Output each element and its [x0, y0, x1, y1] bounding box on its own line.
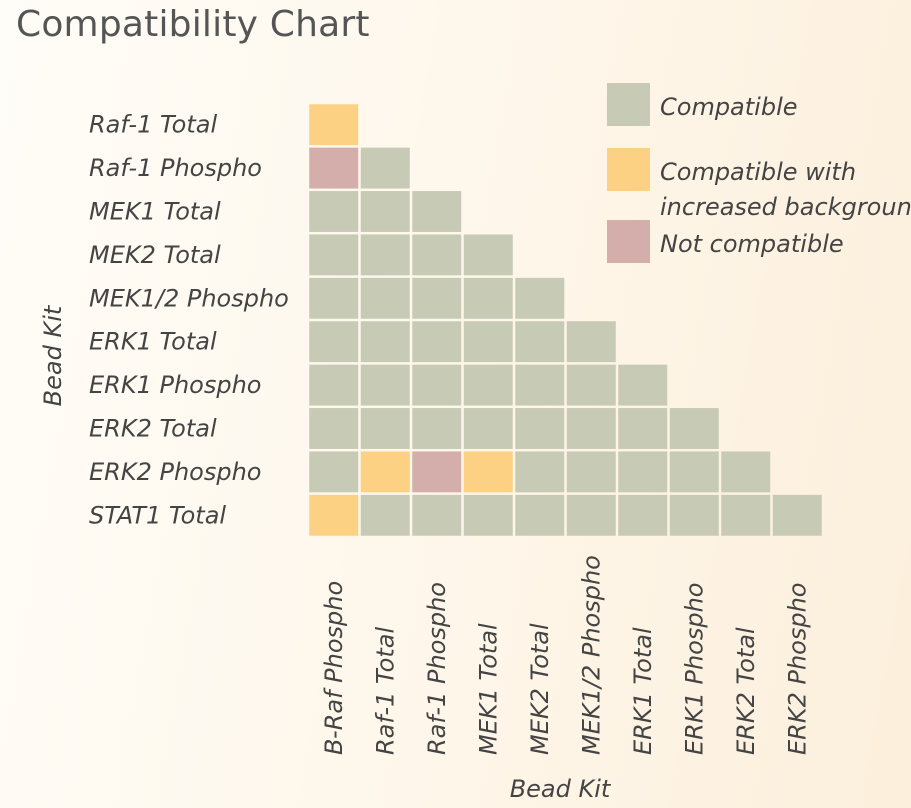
legend-swatch: [607, 220, 650, 263]
cell: [669, 494, 719, 536]
cell: [309, 364, 359, 406]
legend-label: Not compatible: [660, 230, 844, 258]
cell: [412, 191, 462, 232]
cell: [412, 494, 462, 536]
cell: [618, 494, 668, 536]
cell: [360, 321, 410, 363]
cell: [566, 408, 616, 449]
cell: [463, 234, 513, 276]
row-label: MEK1/2 Phospho: [89, 284, 289, 312]
cell: [360, 191, 410, 232]
cell: [618, 451, 668, 493]
cell: [669, 408, 719, 449]
cell: [566, 494, 616, 536]
cell: [309, 104, 359, 146]
cell: [463, 277, 513, 319]
cell: [463, 408, 513, 449]
cell: [566, 451, 616, 493]
legend: Compatible Compatible with increased backg…: [607, 83, 911, 263]
cell: [515, 494, 565, 536]
cell: [721, 494, 771, 536]
column-label: ERK2 Phospho: [783, 583, 811, 755]
cell: [618, 408, 668, 449]
row-label: ERK2 Phospho: [89, 458, 261, 486]
cell: [772, 494, 822, 536]
cell: [412, 451, 462, 493]
cell: [360, 147, 410, 189]
cell: [463, 321, 513, 363]
cell: [515, 277, 565, 319]
column-label: ERK1 Total: [629, 627, 657, 755]
row-label: Raf-1 Total: [89, 111, 217, 139]
cell: [309, 451, 359, 493]
cell: [515, 408, 565, 449]
cell: [309, 277, 359, 319]
cell: [360, 277, 410, 319]
cell: [463, 494, 513, 536]
column-label: Raf-1 Phospho: [423, 582, 451, 755]
cell: [412, 321, 462, 363]
legend-label: Compatible with: [660, 158, 856, 186]
row-label: ERK1 Phospho: [89, 371, 261, 399]
cell: [515, 364, 565, 406]
column-labels: B-Raf Phospho Raf-1 Total Raf-1 Phospho MEK…: [320, 555, 812, 755]
column-label: B-Raf Phospho: [320, 581, 348, 755]
cell: [412, 277, 462, 319]
cell: [412, 364, 462, 406]
column-label: ERK2 Total: [732, 627, 760, 755]
cell: [463, 451, 513, 493]
row-labels: Raf-1 Total Raf-1 Phospho MEK1 Total MEK2 T…: [89, 111, 289, 530]
x-axis-title: Bead Kit: [510, 775, 612, 803]
cell: [412, 234, 462, 276]
cell: [463, 364, 513, 406]
cell: [309, 147, 359, 189]
legend-swatch: [607, 148, 650, 191]
cell: [360, 451, 410, 493]
cell: [412, 408, 462, 449]
row-label: Raf-1 Phospho: [89, 154, 262, 182]
legend-label: Compatible: [660, 93, 798, 121]
legend-swatch: [607, 83, 650, 126]
column-label: ERK1 Phospho: [680, 583, 708, 755]
cell: [360, 408, 410, 449]
chart-title: Compatibility Chart: [16, 4, 370, 45]
cell: [721, 451, 771, 493]
row-label: MEK1 Total: [89, 198, 221, 226]
cell: [360, 234, 410, 276]
cell: [515, 321, 565, 363]
column-label: MEK2 Total: [526, 623, 554, 755]
row-label: MEK2 Total: [89, 241, 221, 269]
column-label: Raf-1 Total: [371, 627, 399, 755]
cell: [309, 191, 359, 232]
cell: [669, 451, 719, 493]
cell: [309, 408, 359, 449]
column-label: MEK1/2 Phospho: [577, 555, 605, 755]
cell: [309, 234, 359, 276]
cell: [618, 364, 668, 406]
row-label: STAT1 Total: [89, 501, 226, 529]
legend-label: increased background: [660, 193, 911, 221]
row-label: ERK2 Total: [89, 415, 217, 443]
cell: [360, 364, 410, 406]
column-label: MEK1 Total: [474, 623, 502, 755]
cell: [360, 494, 410, 536]
cell: [566, 321, 616, 363]
y-axis-title: Bead Kit: [39, 304, 67, 406]
row-label: ERK1 Total: [89, 328, 217, 356]
cell: [309, 321, 359, 363]
cells-layer: [309, 104, 822, 536]
cell: [309, 494, 359, 536]
cell: [515, 451, 565, 493]
cell: [566, 364, 616, 406]
